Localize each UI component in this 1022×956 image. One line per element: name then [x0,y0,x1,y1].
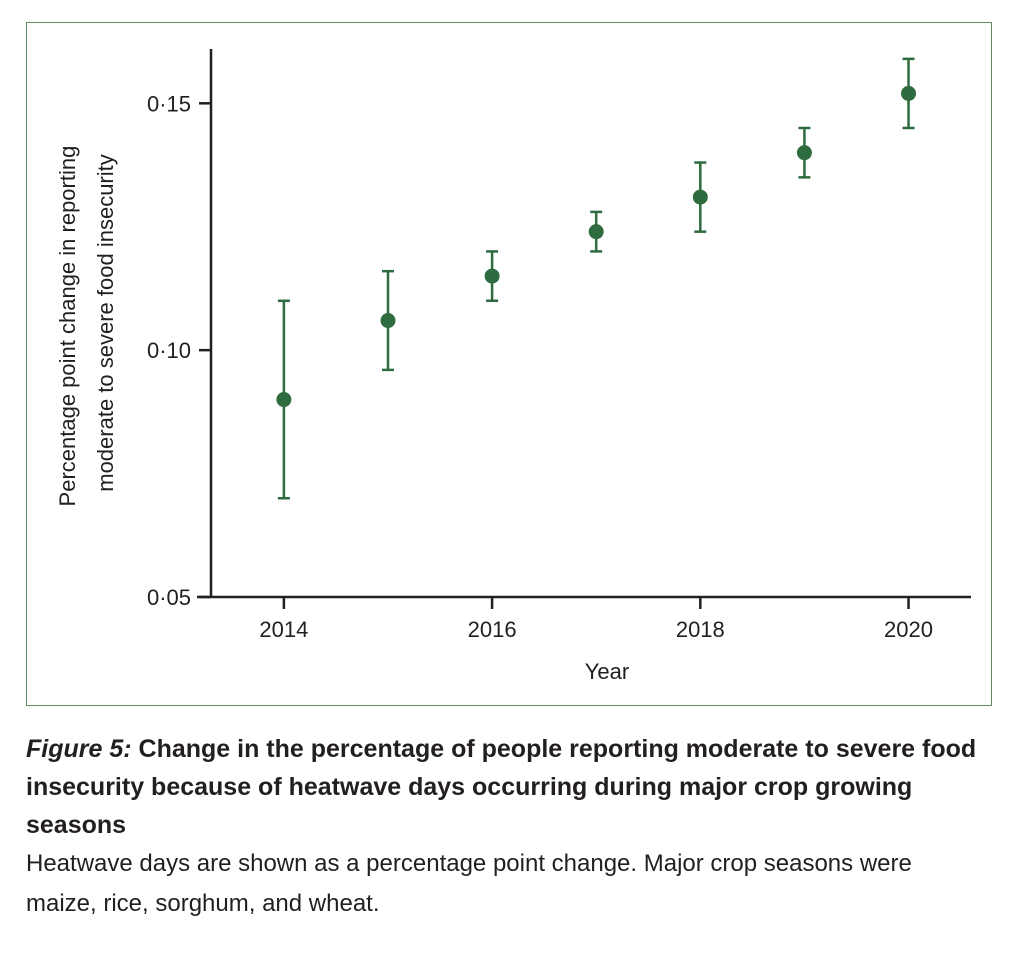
data-point [901,85,917,101]
tick-layer: 0·05 0·10 0·15 2014 2016 2018 2020 [147,91,933,642]
y-tick-label: 0·15 [147,91,191,116]
data-point [276,392,292,408]
data-point [380,313,396,329]
chart: 0·05 0·10 0·15 2014 2016 2018 2020 Year Percen… [55,49,971,684]
caption-body: Heatwave days are shown as a percentage … [26,850,912,917]
figure-frame: 0·05 0·10 0·15 2014 2016 2018 2020 Year Percen… [26,22,992,706]
y-axis-title: Percentage point change in reporting mod… [55,140,118,507]
x-tick-label: 2016 [468,617,517,642]
y-tick-label: 0·05 [147,585,191,610]
data-point [588,224,604,240]
y-tick-label: 0·10 [147,338,191,363]
x-tick-label: 2014 [259,617,308,642]
data-point [484,268,500,284]
data-point [692,189,708,205]
x-tick-label: 2020 [884,617,933,642]
x-tick-label: 2018 [676,617,725,642]
caption-heading: Figure 5: Change in the percentage of pe… [26,730,986,844]
axes [197,49,971,599]
figure-title: Change in the percentage of people repor… [26,735,977,839]
data-point [796,145,812,161]
y-axis-title-line-2: moderate to severe food insecurity [93,154,118,492]
figure-caption: Figure 5: Change in the percentage of pe… [26,730,986,924]
x-axis-title: Year [585,659,629,684]
y-axis-title-line-1: Percentage point change in reporting [55,146,80,507]
data-layer [276,57,917,500]
figure-label: Figure 5: [26,735,132,763]
